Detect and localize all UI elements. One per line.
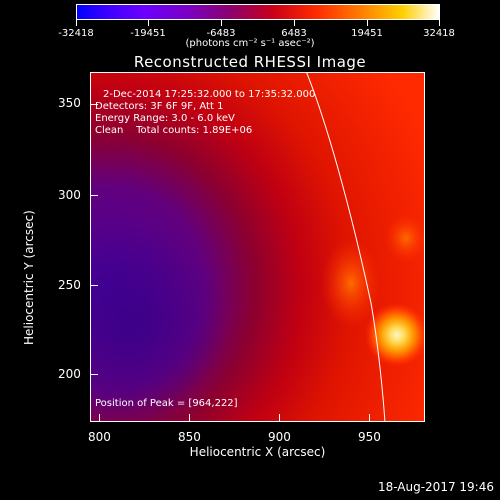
emission-blob (321, 238, 381, 328)
x-tick-label: 850 (178, 430, 201, 444)
colorbar-units: (photons cm⁻² s⁻¹ asec⁻²) (185, 38, 315, 49)
colorbar (76, 4, 440, 20)
colorbar-label: 32418 (423, 28, 455, 39)
y-tick-label: 200 (58, 367, 81, 381)
colorbar-label: -6483 (206, 28, 236, 39)
y-tick (90, 195, 98, 196)
y-tick (90, 285, 98, 286)
x-axis-label: Heliocentric X (arcsec) (189, 445, 326, 459)
x-tick-label: 950 (358, 430, 381, 444)
clean-counts-text: Clean Total counts: 1.89E+06 (95, 125, 253, 136)
emission-blob (384, 213, 424, 263)
energy-range-text: Energy Range: 3.0 - 6.0 keV (95, 113, 235, 124)
time-range-text: 2-Dec-2014 17:25:32.000 to 17:35:32.000 (103, 89, 316, 100)
colorbar-label: -19451 (130, 28, 166, 39)
x-tick-label: 900 (268, 430, 291, 444)
colorbar-tick (76, 20, 77, 26)
solar-limb-line (306, 73, 386, 421)
colorbar-tick (367, 20, 368, 26)
y-tick (90, 104, 98, 105)
y-tick-label: 250 (58, 278, 81, 292)
y-tick (90, 374, 98, 375)
image-canvas (91, 73, 424, 421)
colorbar-tick (221, 20, 222, 26)
x-tick (369, 414, 370, 422)
colorbar-label: 6483 (281, 28, 307, 39)
peak-position-text: Position of Peak = [964,222] (95, 398, 238, 409)
y-tick-label: 300 (58, 188, 81, 202)
colorbar-tick (439, 20, 440, 26)
x-tick (189, 414, 190, 422)
colorbar-tick (148, 20, 149, 26)
detectors-text: Detectors: 3F 6F 9F, Att 1 (95, 101, 224, 112)
y-tick-label: 350 (58, 96, 81, 110)
peak-source (365, 303, 424, 367)
colorbar-label: 19451 (351, 28, 383, 39)
colorbar-label: -32418 (58, 28, 94, 39)
colorbar-tick (294, 20, 295, 26)
date-stamp: 18-Aug-2017 19:46 (377, 480, 494, 494)
y-axis-label: Heliocentric Y (arcsec) (22, 210, 36, 345)
low-intensity-region (91, 223, 226, 421)
rhessi-image (90, 72, 425, 422)
image-title: Reconstructed RHESSI Image (133, 53, 367, 71)
x-tick-label: 800 (88, 430, 111, 444)
x-tick (99, 414, 100, 422)
x-tick (279, 414, 280, 422)
